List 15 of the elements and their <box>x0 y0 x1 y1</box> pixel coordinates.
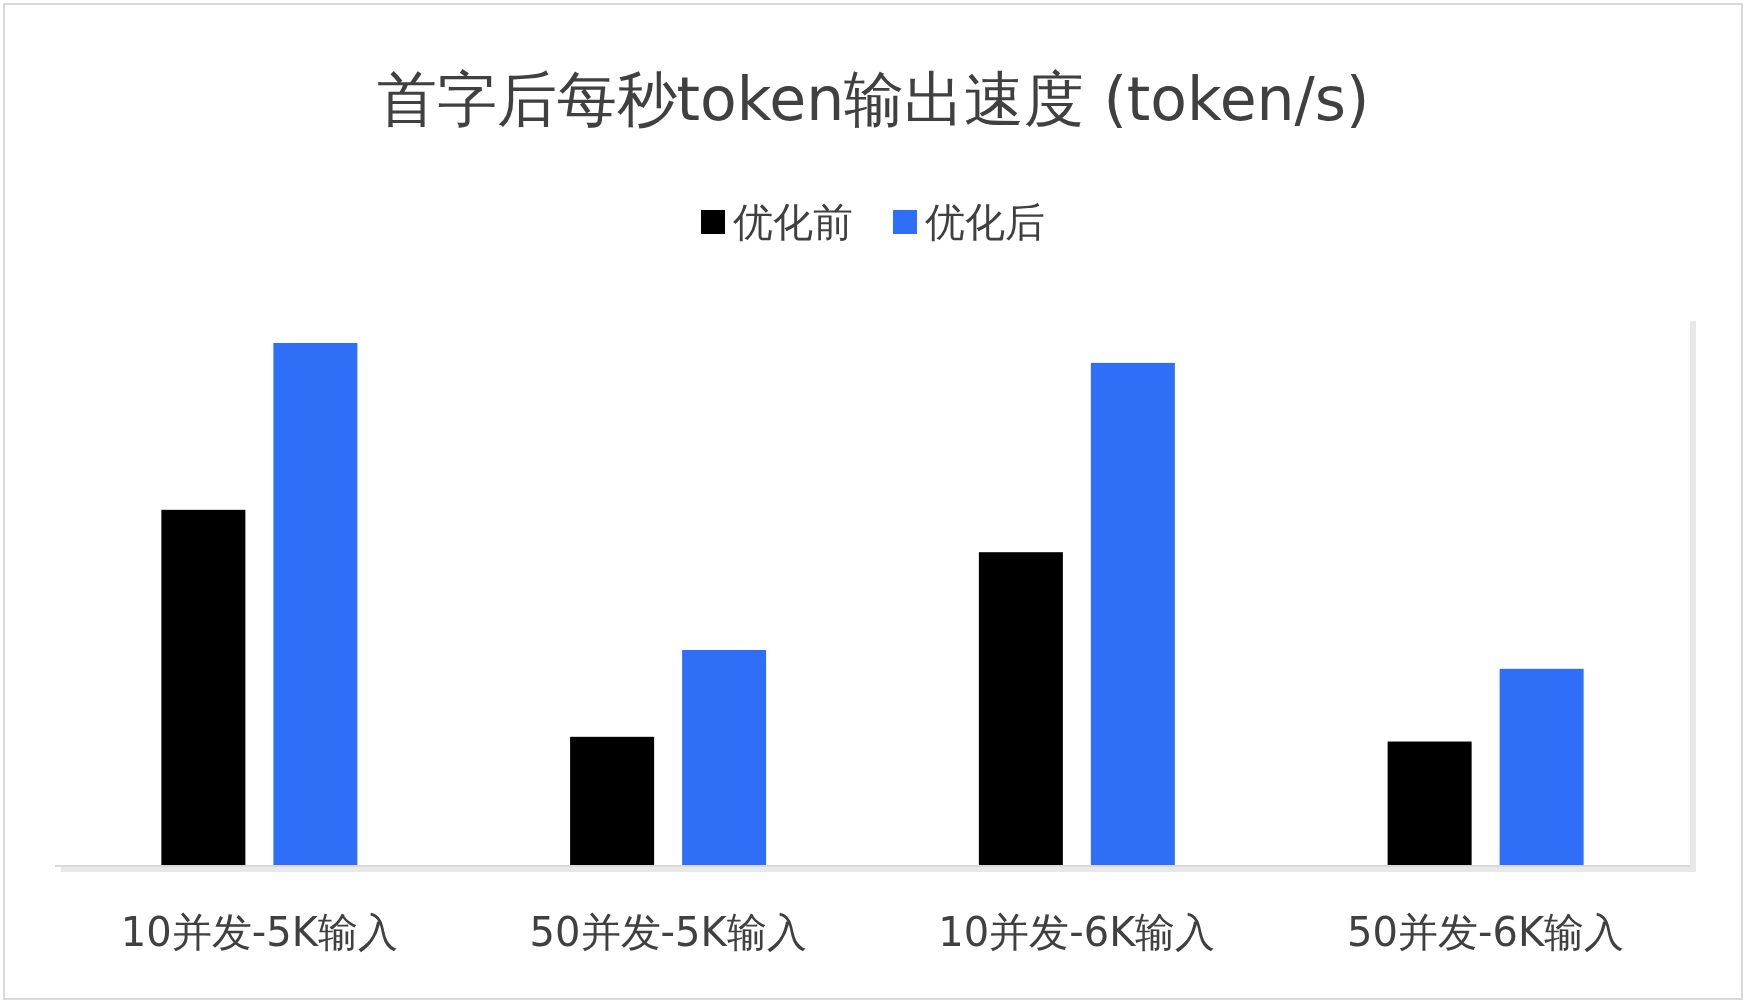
bar <box>570 736 655 866</box>
bar <box>1499 668 1584 866</box>
chart-title: 首字后每秒token输出速度 (token/s) <box>376 64 1370 134</box>
bar <box>1387 741 1472 866</box>
x-tick-label: 10并发-5K输入 <box>120 909 398 955</box>
bar <box>273 343 358 866</box>
bar <box>978 552 1063 866</box>
legend-label: 优化前 <box>733 199 853 245</box>
x-tick-label: 50并发-6K输入 <box>1347 909 1625 955</box>
x-tick-label: 10并发-6K输入 <box>938 909 1216 955</box>
x-tick-label: 50并发-5K输入 <box>529 909 807 955</box>
bar <box>682 650 767 866</box>
bar <box>161 509 246 866</box>
legend-label: 优化后 <box>925 199 1045 245</box>
bar <box>1090 362 1175 866</box>
